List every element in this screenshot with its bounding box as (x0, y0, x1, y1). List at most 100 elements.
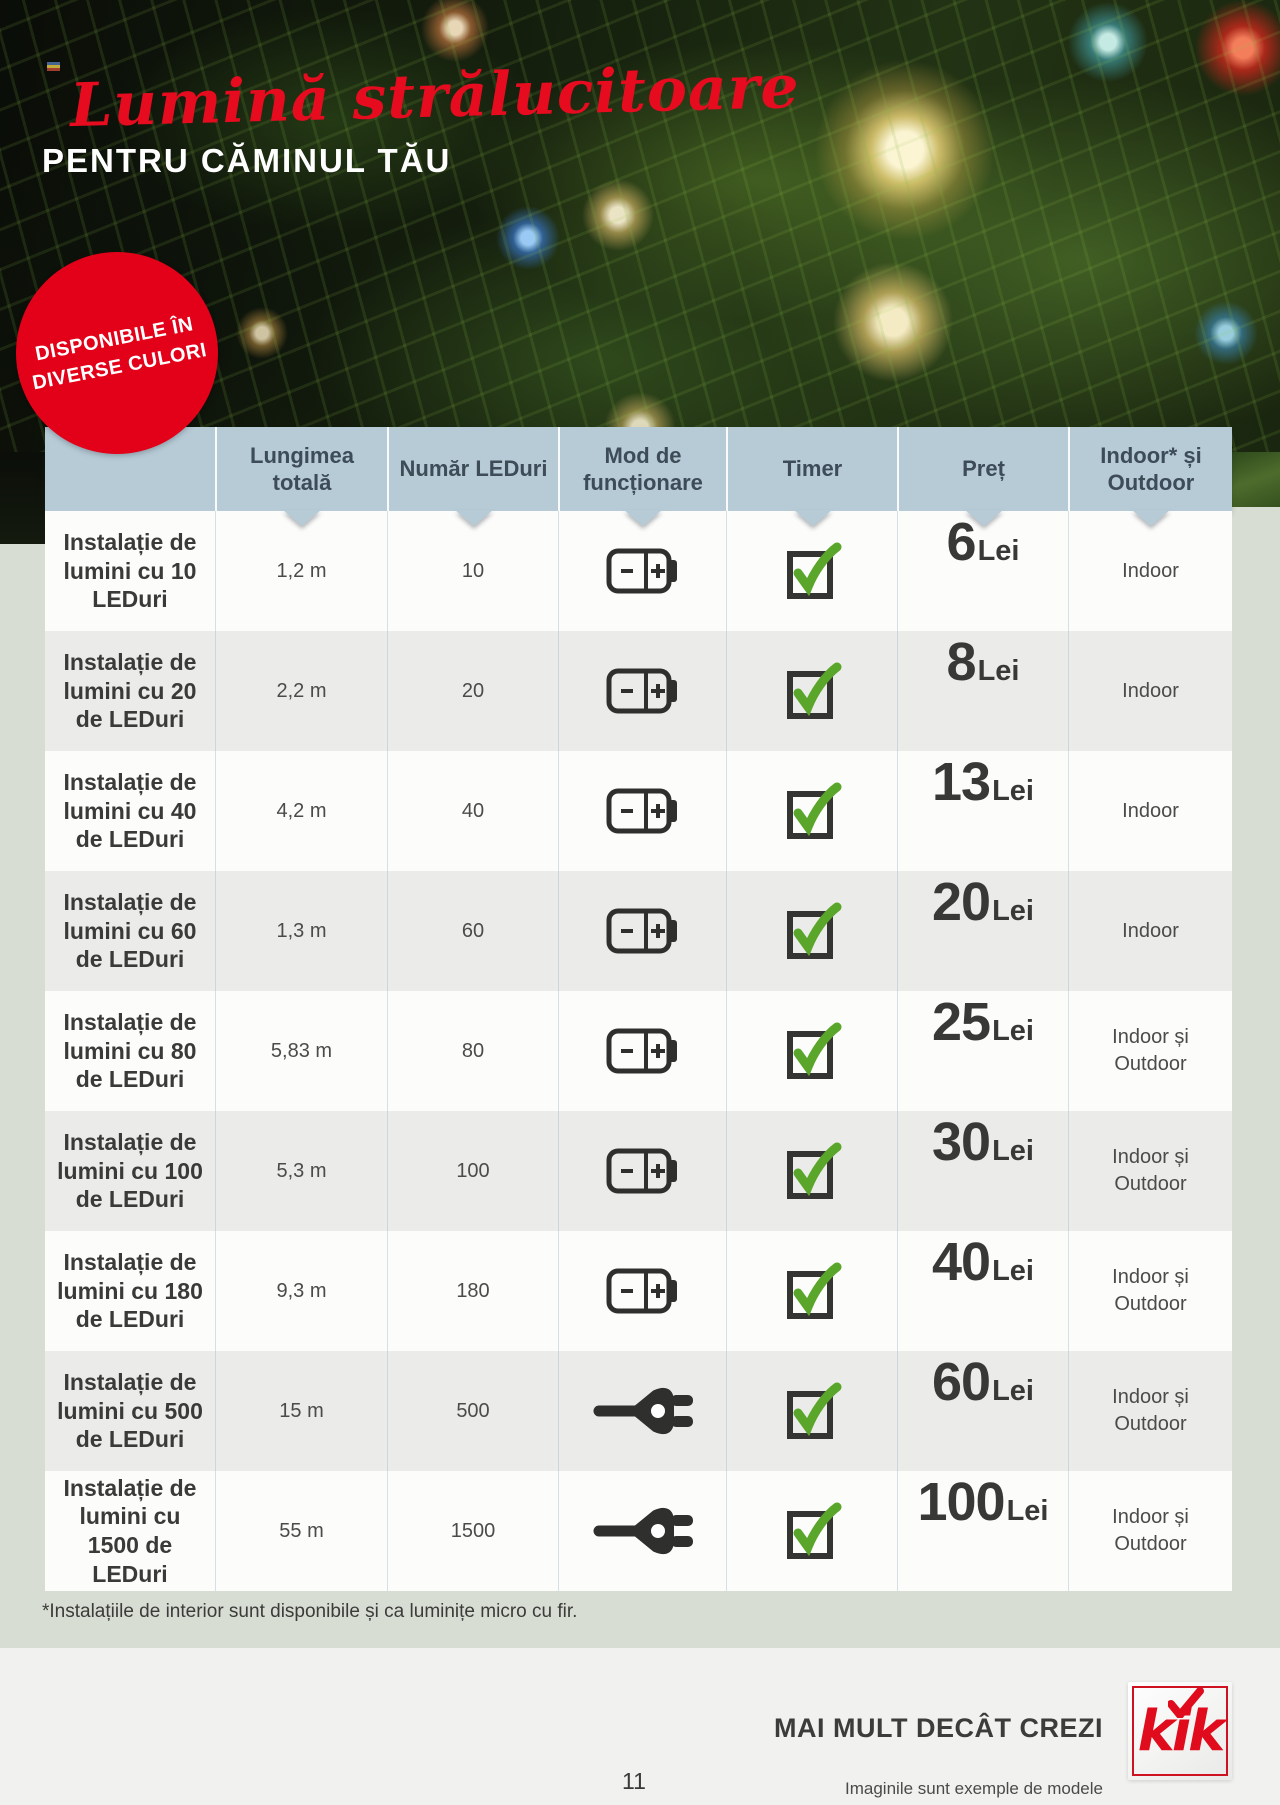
power-mode-cell (558, 1351, 726, 1471)
table-row: Instalație de lumini cu 500 de LEDuri 15… (45, 1351, 1232, 1471)
header-power-mode: Mod de funcționare (558, 427, 726, 511)
product-led-count: 80 (387, 991, 558, 1111)
product-length: 2,2 m (215, 631, 387, 751)
header-timer: Timer (726, 427, 897, 511)
product-price: 25 Lei (897, 991, 1068, 1111)
checkmark-icon (783, 661, 841, 721)
product-length: 15 m (215, 1351, 387, 1471)
product-usage: Indoor și Outdoor (1068, 1351, 1232, 1471)
price-currency: Lei (992, 1135, 1034, 1167)
timer-cell (726, 1351, 897, 1471)
product-led-count: 500 (387, 1351, 558, 1471)
checkmark-icon (783, 1141, 841, 1201)
product-led-count: 20 (387, 631, 558, 751)
product-led-count: 1500 (387, 1471, 558, 1591)
product-usage: Indoor (1068, 511, 1232, 631)
kik-checkmark-icon (1168, 1688, 1204, 1718)
price-currency: Lei (977, 535, 1020, 567)
power-mode-cell (558, 871, 726, 991)
table-row: Instalație de lumini cu 180 de LEDuri 9,… (45, 1231, 1232, 1351)
footer-band (0, 1648, 1280, 1805)
product-name: Instalație de lumini cu 10 LEDuri (63, 528, 197, 613)
battery-icon (605, 1027, 681, 1075)
product-usage: Indoor și Outdoor (1068, 1231, 1232, 1351)
availability-badge-text: DISPONIBILE ÎN DIVERSE CULORI (18, 307, 215, 398)
table-row: Instalație de lumini cu 20 de LEDuri 2,2… (45, 631, 1232, 751)
product-price: 40 Lei (897, 1231, 1068, 1351)
checkmark-icon (783, 541, 841, 601)
header-length: Lungimea totală (215, 427, 387, 511)
header-led-count: Număr LEDuri (387, 427, 558, 511)
price-currency: Lei (992, 1375, 1034, 1407)
photo-left-strip (0, 452, 45, 544)
product-usage: Indoor (1068, 751, 1232, 871)
product-price: 6 Lei (897, 511, 1068, 631)
timer-cell (726, 1111, 897, 1231)
product-usage: Indoor și Outdoor (1068, 1111, 1232, 1231)
product-length: 1,2 m (215, 511, 387, 631)
product-usage: Indoor și Outdoor (1068, 991, 1232, 1111)
product-name: Instalație de lumini cu 100 de LEDuri (57, 1128, 203, 1213)
checkmark-icon (783, 1381, 841, 1441)
product-led-count: 10 (387, 511, 558, 631)
product-led-count: 60 (387, 871, 558, 991)
product-name: Instalație de lumini cu 500 de LEDuri (57, 1368, 203, 1453)
footer-disclaimer: Imaginile sunt exemple de modele (845, 1779, 1103, 1798)
header-indoor-outdoor: Indoor* și Outdoor (1068, 427, 1232, 511)
price-currency: Lei (992, 1015, 1034, 1047)
product-led-count: 100 (387, 1111, 558, 1231)
product-length: 9,3 m (215, 1231, 387, 1351)
timer-cell (726, 1471, 897, 1591)
table-row: Instalație de lumini cu 60 de LEDuri 1,3… (45, 871, 1232, 991)
page-number: 11 (622, 1768, 646, 1794)
price-currency: Lei (992, 775, 1034, 807)
battery-icon (605, 1267, 681, 1315)
table-row: Instalație de lumini cu 10 LEDuri 1,2 m … (45, 511, 1232, 631)
product-usage: Indoor (1068, 871, 1232, 991)
power-mode-cell (558, 991, 726, 1111)
checkmark-icon (783, 1261, 841, 1321)
timer-cell (726, 871, 897, 991)
plug-icon (591, 1385, 695, 1437)
checkmark-icon (783, 1021, 841, 1081)
table-header-row: Lungimea totală Număr LEDuri Mod de func… (45, 427, 1232, 511)
product-usage: Indoor (1068, 631, 1232, 751)
product-table: Lungimea totală Număr LEDuri Mod de func… (45, 427, 1232, 1591)
price-value: 100 (917, 1472, 1005, 1532)
price-currency: Lei (977, 655, 1020, 687)
battery-icon (605, 787, 681, 835)
price-currency: Lei (992, 1255, 1034, 1287)
checkmark-icon (783, 901, 841, 961)
product-length: 1,3 m (215, 871, 387, 991)
product-price: 30 Lei (897, 1111, 1068, 1231)
price-value: 20 (932, 872, 991, 932)
price-value: 13 (932, 752, 991, 812)
timer-cell (726, 1231, 897, 1351)
table-row: Instalație de lumini cu 1500 de LEDuri 5… (45, 1471, 1232, 1591)
battery-icon (605, 667, 681, 715)
product-name: Instalație de lumini cu 1500 de LEDuri (63, 1474, 197, 1587)
mini-flag-icon (47, 62, 60, 71)
battery-icon (605, 1147, 681, 1195)
timer-cell (726, 511, 897, 631)
power-mode-cell (558, 511, 726, 631)
footer-slogan: MAI MULT DECÂT CREZI (774, 1713, 1103, 1743)
price-value: 30 (932, 1112, 991, 1172)
footnote: *Instalațiile de interior sunt disponibi… (42, 1601, 578, 1622)
product-name: Instalație de lumini cu 180 de LEDuri (57, 1248, 203, 1333)
product-price: 20 Lei (897, 871, 1068, 991)
table-row: Instalație de lumini cu 40 de LEDuri 4,2… (45, 751, 1232, 871)
product-length: 4,2 m (215, 751, 387, 871)
product-name: Instalație de lumini cu 80 de LEDuri (63, 1008, 197, 1093)
photo-right-strip (1232, 452, 1280, 507)
product-led-count: 40 (387, 751, 558, 871)
timer-cell (726, 751, 897, 871)
power-mode-cell (558, 1111, 726, 1231)
battery-icon (605, 907, 681, 955)
product-price: 60 Lei (897, 1351, 1068, 1471)
price-value: 8 (946, 632, 977, 692)
header-price: Preț (897, 427, 1068, 511)
plug-icon (591, 1505, 695, 1557)
price-currency: Lei (1006, 1495, 1049, 1527)
